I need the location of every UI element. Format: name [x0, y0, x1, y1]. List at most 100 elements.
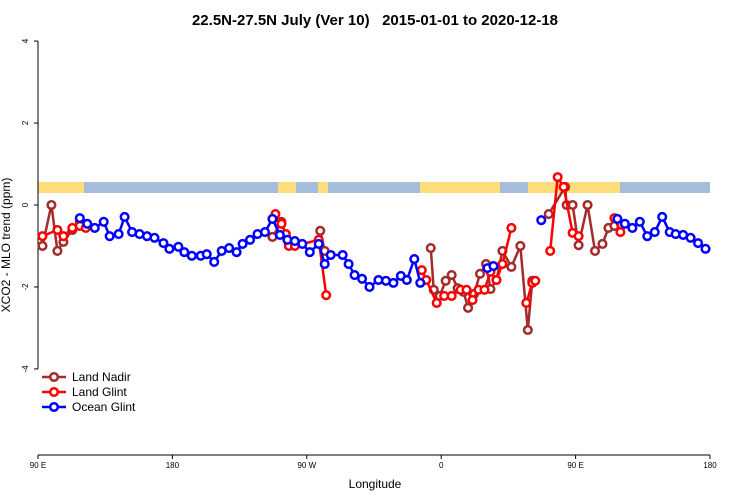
legend-label: Land Nadir — [72, 370, 131, 384]
point — [497, 258, 508, 270]
x-tick-label: 90 W — [297, 461, 316, 470]
point — [304, 247, 315, 258]
point — [522, 324, 533, 336]
point — [245, 234, 256, 245]
point — [597, 238, 608, 249]
point — [201, 249, 212, 260]
x-tick-label: 0 — [439, 461, 444, 470]
point — [409, 254, 420, 265]
point — [179, 247, 190, 258]
y-tick-label: 4 — [21, 38, 30, 43]
point — [186, 250, 197, 261]
point — [425, 242, 436, 254]
point — [415, 277, 426, 288]
point — [231, 247, 242, 258]
point — [642, 231, 653, 242]
y-tick-label: -2 — [21, 283, 30, 291]
point — [619, 218, 630, 229]
chart-title: 22.5N-27.5N July (Ver 10) 2015-01-01 to … — [192, 12, 558, 29]
point — [164, 243, 175, 254]
land-band — [38, 182, 84, 193]
point — [573, 231, 584, 242]
point — [693, 238, 704, 249]
point — [209, 256, 220, 268]
point — [627, 222, 638, 234]
point — [700, 243, 711, 254]
point — [343, 258, 354, 270]
series — [74, 211, 711, 293]
point — [515, 240, 526, 252]
point — [634, 216, 645, 227]
point — [488, 261, 499, 272]
x-tick-label: 90 E — [567, 461, 583, 470]
point — [82, 218, 93, 229]
point — [267, 213, 278, 224]
point — [461, 284, 472, 295]
legend-label: Land Glint — [72, 385, 127, 399]
point — [467, 295, 478, 306]
legend-marker — [48, 371, 60, 383]
point — [521, 297, 532, 309]
point — [567, 199, 578, 211]
legend-marker — [48, 401, 60, 413]
point — [446, 270, 457, 281]
point — [173, 241, 184, 252]
point — [431, 297, 442, 309]
point — [46, 199, 57, 211]
point — [224, 242, 235, 254]
point — [149, 232, 160, 243]
y-tick-label: 2 — [21, 120, 30, 125]
point — [530, 275, 541, 286]
point — [440, 275, 451, 286]
point — [612, 213, 623, 224]
point — [37, 231, 48, 242]
point — [98, 216, 109, 227]
point — [543, 208, 554, 220]
x-tick-label: 180 — [703, 461, 717, 470]
map-strip — [38, 182, 710, 193]
point — [573, 240, 584, 251]
point — [657, 211, 668, 222]
point — [349, 270, 360, 281]
land-band — [278, 182, 296, 193]
y-axis-label: XCO2 - MLO trend (ppm) — [0, 178, 13, 313]
land-band — [420, 182, 500, 193]
land-band — [318, 182, 328, 193]
point — [113, 229, 124, 240]
land-band — [528, 182, 620, 193]
y-tick-label: 0 — [21, 202, 30, 207]
point — [685, 232, 696, 243]
point — [237, 238, 248, 249]
point — [37, 240, 48, 252]
point — [479, 284, 490, 295]
point — [506, 261, 517, 272]
point — [416, 265, 427, 276]
point — [582, 199, 593, 211]
point — [364, 281, 375, 293]
point — [552, 172, 563, 183]
point — [89, 222, 100, 234]
point — [615, 226, 626, 238]
point — [274, 229, 285, 240]
x-tick-label: 180 — [166, 461, 180, 470]
point — [321, 290, 332, 301]
point — [315, 225, 326, 236]
point — [463, 302, 474, 313]
point — [52, 245, 63, 256]
point — [74, 213, 85, 224]
point — [589, 245, 601, 256]
legend-label: Ocean Glint — [72, 400, 136, 414]
point — [58, 231, 69, 242]
point — [446, 290, 457, 302]
point — [545, 245, 556, 256]
point — [337, 249, 348, 261]
point — [119, 211, 130, 222]
point — [259, 226, 271, 238]
point — [297, 238, 308, 249]
point — [325, 249, 336, 261]
point — [319, 258, 330, 270]
point — [276, 218, 287, 229]
point — [357, 273, 368, 284]
point — [158, 238, 169, 249]
